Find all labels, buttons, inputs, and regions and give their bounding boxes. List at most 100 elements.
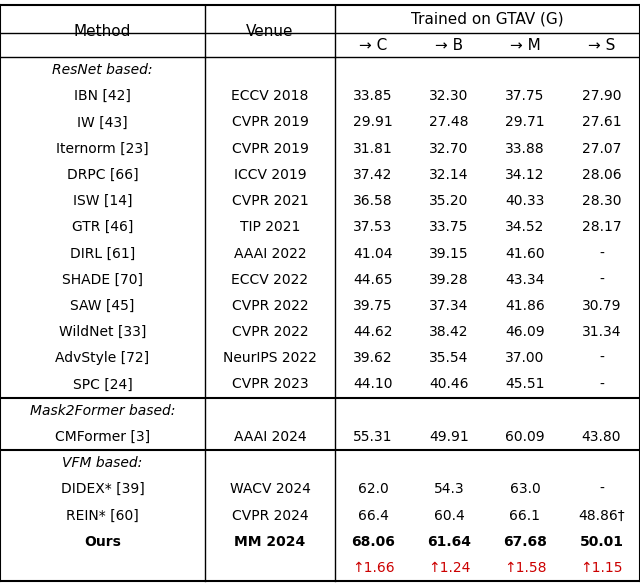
Text: SAW [45]: SAW [45] <box>70 299 134 313</box>
Text: 68.06: 68.06 <box>351 534 395 548</box>
Text: Method: Method <box>74 23 131 39</box>
Text: 31.34: 31.34 <box>582 325 621 339</box>
Text: 27.61: 27.61 <box>582 115 621 130</box>
Text: 40.46: 40.46 <box>429 377 468 391</box>
Text: AAAI 2022: AAAI 2022 <box>234 247 307 261</box>
Text: AAAI 2024: AAAI 2024 <box>234 430 307 444</box>
Text: 43.34: 43.34 <box>506 272 545 287</box>
Text: 66.4: 66.4 <box>358 509 388 523</box>
Text: 32.30: 32.30 <box>429 89 468 103</box>
Text: 27.07: 27.07 <box>582 142 621 156</box>
Text: NeurIPS 2022: NeurIPS 2022 <box>223 351 317 365</box>
Text: DIDEX* [39]: DIDEX* [39] <box>61 482 145 496</box>
Text: 37.75: 37.75 <box>506 89 545 103</box>
Text: 32.70: 32.70 <box>429 142 468 156</box>
Text: WACV 2024: WACV 2024 <box>230 482 310 496</box>
Text: ECCV 2022: ECCV 2022 <box>232 272 308 287</box>
Text: DIRL [61]: DIRL [61] <box>70 247 135 261</box>
Text: Venue: Venue <box>246 23 294 39</box>
Text: 39.15: 39.15 <box>429 247 469 261</box>
Text: → B: → B <box>435 38 463 53</box>
Text: 67.68: 67.68 <box>503 534 547 548</box>
Text: CVPR 2019: CVPR 2019 <box>232 142 308 156</box>
Text: Mask2Former based:: Mask2Former based: <box>30 404 175 418</box>
Text: 44.62: 44.62 <box>353 325 393 339</box>
Text: 66.1: 66.1 <box>509 509 541 523</box>
Text: → M: → M <box>509 38 540 53</box>
Text: 60.4: 60.4 <box>434 509 465 523</box>
Text: ↑1.58: ↑1.58 <box>504 561 547 575</box>
Text: 63.0: 63.0 <box>509 482 540 496</box>
Text: 39.75: 39.75 <box>353 299 393 313</box>
Text: ↑1.66: ↑1.66 <box>352 561 394 575</box>
Text: SPC [24]: SPC [24] <box>72 377 132 391</box>
Text: 37.00: 37.00 <box>506 351 545 365</box>
Text: 41.04: 41.04 <box>353 247 393 261</box>
Text: 40.33: 40.33 <box>506 194 545 208</box>
Text: AdvStyle [72]: AdvStyle [72] <box>56 351 150 365</box>
Text: CVPR 2023: CVPR 2023 <box>232 377 308 391</box>
Text: REIN* [60]: REIN* [60] <box>66 509 139 523</box>
Text: TIP 2021: TIP 2021 <box>240 220 300 234</box>
Text: 29.91: 29.91 <box>353 115 393 130</box>
Text: 28.30: 28.30 <box>582 194 621 208</box>
Text: 35.54: 35.54 <box>429 351 468 365</box>
Text: SHADE [70]: SHADE [70] <box>62 272 143 287</box>
Text: ISW [14]: ISW [14] <box>73 194 132 208</box>
Text: 49.91: 49.91 <box>429 430 469 444</box>
Text: 27.90: 27.90 <box>582 89 621 103</box>
Text: 62.0: 62.0 <box>358 482 388 496</box>
Text: 48.86†: 48.86† <box>578 509 625 523</box>
Text: CVPR 2019: CVPR 2019 <box>232 115 308 130</box>
Text: 60.09: 60.09 <box>505 430 545 444</box>
Text: → S: → S <box>588 38 615 53</box>
Text: 39.62: 39.62 <box>353 351 393 365</box>
Text: 44.65: 44.65 <box>353 272 393 287</box>
Text: 32.14: 32.14 <box>429 168 468 182</box>
Text: 34.12: 34.12 <box>505 168 545 182</box>
Text: 29.71: 29.71 <box>505 115 545 130</box>
Text: 50.01: 50.01 <box>579 534 623 548</box>
Text: Trained on GTAV (G): Trained on GTAV (G) <box>411 12 564 26</box>
Text: Ours: Ours <box>84 534 121 548</box>
Text: → C: → C <box>359 38 387 53</box>
Text: CMFormer [3]: CMFormer [3] <box>55 430 150 444</box>
Text: Iternorm [23]: Iternorm [23] <box>56 142 149 156</box>
Text: 30.79: 30.79 <box>582 299 621 313</box>
Text: VFM based:: VFM based: <box>62 456 143 470</box>
Text: ↑1.15: ↑1.15 <box>580 561 623 575</box>
Text: 41.60: 41.60 <box>505 247 545 261</box>
Text: 55.31: 55.31 <box>353 430 393 444</box>
Text: 37.53: 37.53 <box>353 220 393 234</box>
Text: CVPR 2021: CVPR 2021 <box>232 194 308 208</box>
Text: 46.09: 46.09 <box>505 325 545 339</box>
Text: ICCV 2019: ICCV 2019 <box>234 168 307 182</box>
Text: -: - <box>599 272 604 287</box>
Text: CVPR 2024: CVPR 2024 <box>232 509 308 523</box>
Text: 33.88: 33.88 <box>505 142 545 156</box>
Text: 37.34: 37.34 <box>429 299 468 313</box>
Text: CVPR 2022: CVPR 2022 <box>232 299 308 313</box>
Text: 35.20: 35.20 <box>429 194 468 208</box>
Text: IBN [42]: IBN [42] <box>74 89 131 103</box>
Text: 36.58: 36.58 <box>353 194 393 208</box>
Text: 45.51: 45.51 <box>505 377 545 391</box>
Text: DRPC [66]: DRPC [66] <box>67 168 138 182</box>
Text: -: - <box>599 247 604 261</box>
Text: 39.28: 39.28 <box>429 272 469 287</box>
Text: 31.81: 31.81 <box>353 142 393 156</box>
Text: -: - <box>599 351 604 365</box>
Text: ResNet based:: ResNet based: <box>52 63 153 77</box>
Text: 44.10: 44.10 <box>353 377 393 391</box>
Text: 37.42: 37.42 <box>353 168 393 182</box>
Text: 33.85: 33.85 <box>353 89 393 103</box>
Text: CVPR 2022: CVPR 2022 <box>232 325 308 339</box>
Text: 61.64: 61.64 <box>427 534 471 548</box>
Text: ↑1.24: ↑1.24 <box>428 561 470 575</box>
Text: 54.3: 54.3 <box>434 482 464 496</box>
Text: 43.80: 43.80 <box>582 430 621 444</box>
Text: -: - <box>599 482 604 496</box>
Text: 41.86: 41.86 <box>505 299 545 313</box>
Text: WildNet [33]: WildNet [33] <box>59 325 146 339</box>
Text: MM 2024: MM 2024 <box>234 534 306 548</box>
